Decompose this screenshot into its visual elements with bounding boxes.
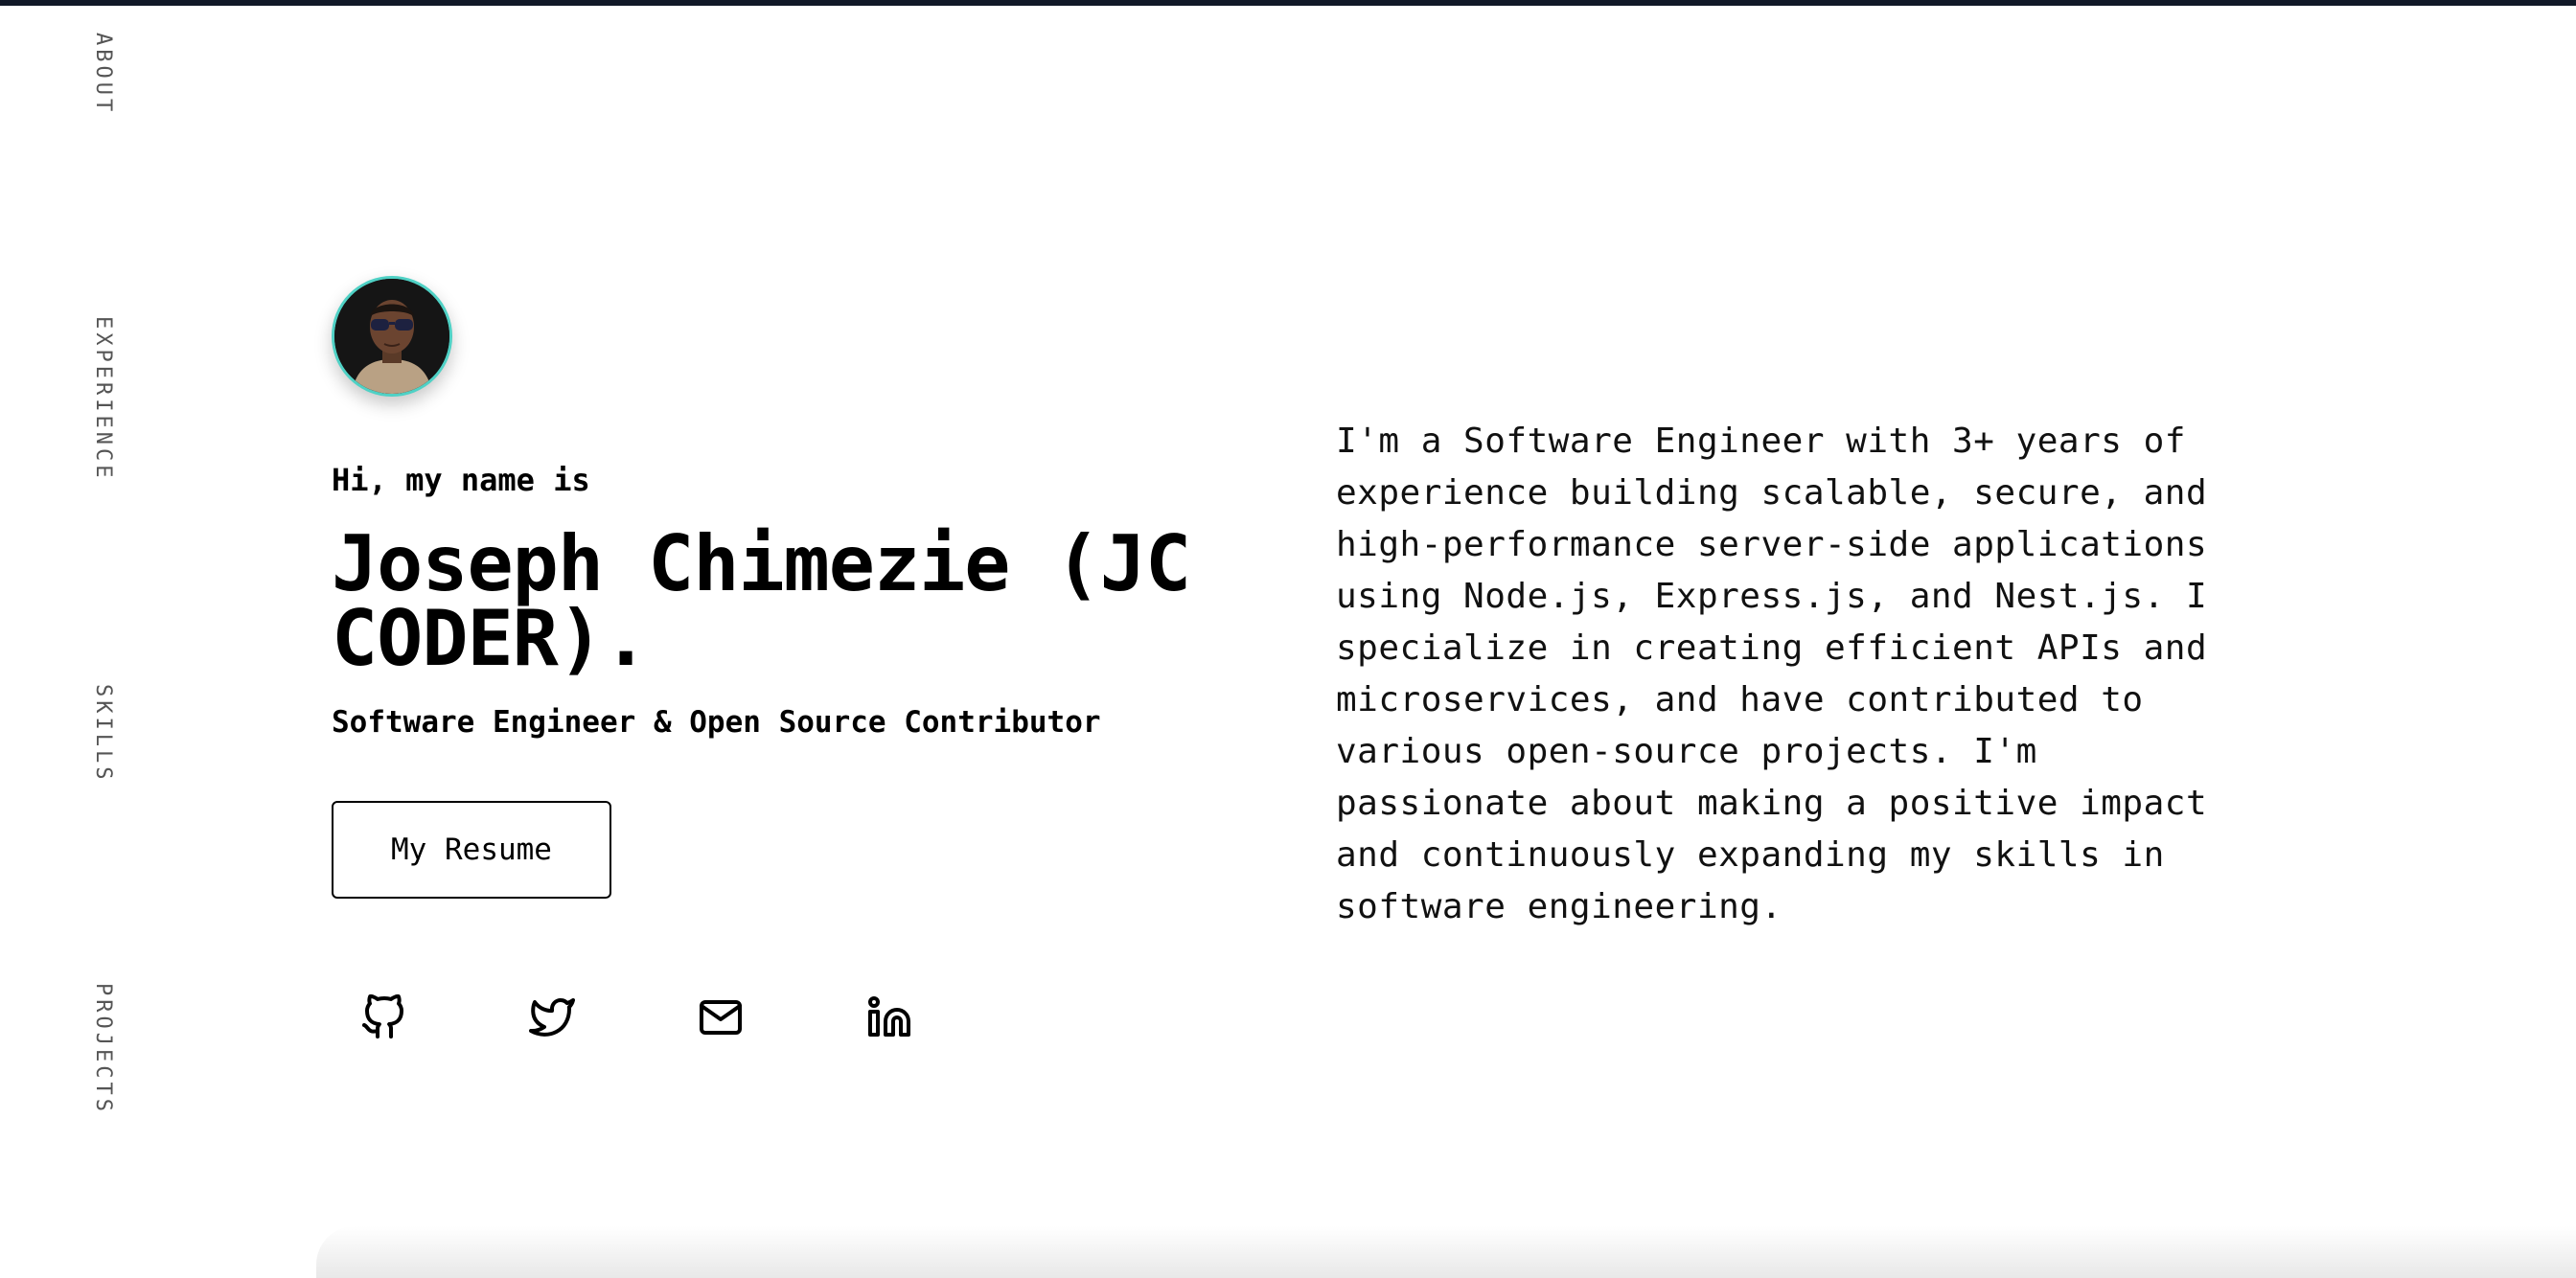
nav-link-projects[interactable]: PROJECTS (91, 983, 115, 1115)
github-icon (362, 994, 403, 1038)
hero-role: Software Engineer & Open Source Contribu… (332, 705, 1101, 740)
social-links (332, 979, 926, 1056)
top-border (0, 0, 2576, 6)
email-link[interactable] (682, 979, 759, 1056)
about-bio: I'm a Software Engineer with 3+ years of… (1336, 422, 2208, 926)
nav-link-experience[interactable]: EXPERIENCE (91, 316, 115, 482)
github-link[interactable] (345, 979, 422, 1056)
twitter-icon (529, 997, 575, 1037)
avatar (332, 276, 452, 397)
linkedin-link[interactable] (851, 979, 928, 1056)
greeting: Hi, my name is (332, 462, 590, 498)
nav-link-skills[interactable]: SKILLS (91, 684, 115, 784)
resume-button[interactable]: My Resume (332, 801, 611, 899)
twitter-link[interactable] (514, 979, 590, 1056)
mail-icon (700, 1000, 742, 1035)
side-navigation: ABOUT EXPERIENCE SKILLS PROJECTS (0, 0, 182, 1278)
linkedin-icon (868, 996, 910, 1037)
nav-link-about[interactable]: ABOUT (91, 33, 115, 116)
profile-photo (334, 279, 449, 394)
hero-name: Joseph Chimezie (JC CODER). (332, 519, 1191, 683)
next-section-edge (316, 1226, 2576, 1278)
